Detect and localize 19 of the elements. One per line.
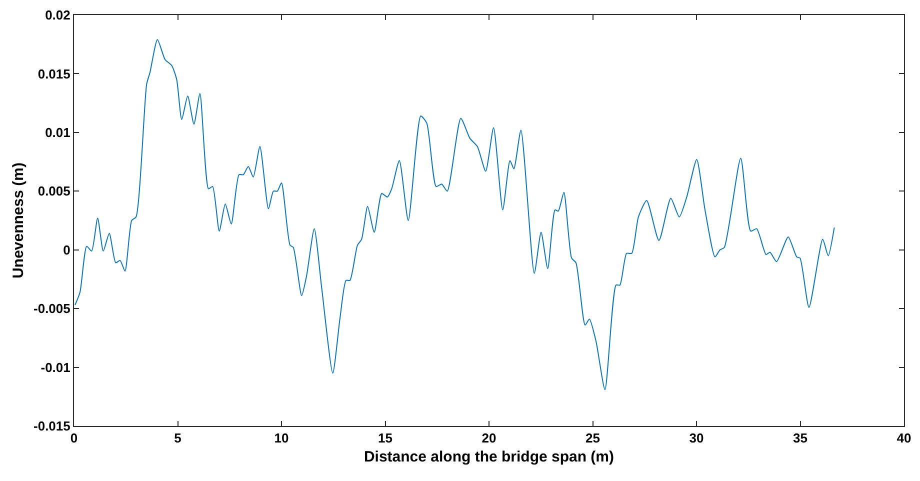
y-tick-label: -0.015 xyxy=(34,418,70,434)
x-tick-label: 5 xyxy=(174,430,182,446)
y-tick-label: 0.005 xyxy=(38,184,70,199)
y-axis-title: Unevenness (m) xyxy=(10,162,27,278)
y-tick-label: 0 xyxy=(63,242,70,258)
y-tick-label: -0.01 xyxy=(40,360,70,375)
x-axis-title: Distance along the bridge span (m) xyxy=(364,448,614,466)
y-tick-label: -0.005 xyxy=(34,301,70,316)
y-tick-label: 0.01 xyxy=(45,124,70,140)
x-tick-label: 15 xyxy=(378,430,392,446)
x-tick-label: 40 xyxy=(896,430,912,446)
line-series xyxy=(74,39,835,390)
y-tick-label: 0.02 xyxy=(45,8,70,23)
x-tick-label: 35 xyxy=(793,430,808,446)
x-tick-label: 10 xyxy=(274,430,289,446)
x-tick-label: 20 xyxy=(482,430,496,446)
y-tick-label: 0.015 xyxy=(38,66,70,82)
x-tick-label: 25 xyxy=(586,430,600,446)
x-tick-label: 30 xyxy=(689,430,704,446)
